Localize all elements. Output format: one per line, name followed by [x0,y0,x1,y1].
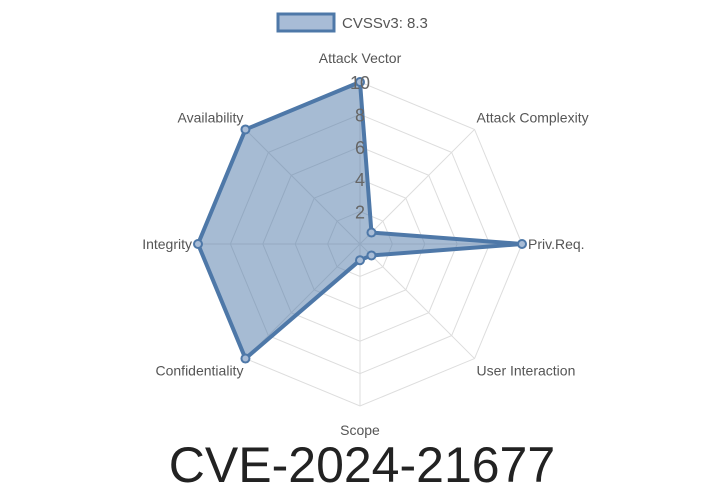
tick-label: 4 [355,170,365,190]
tick-label: 10 [350,73,370,93]
data-point [240,353,251,364]
data-point [240,124,251,135]
axis-label: Scope [340,422,380,438]
data-point [366,227,377,238]
data-point [355,77,365,87]
data-point [366,250,377,261]
axis-label: Integrity [142,236,192,252]
axis-label: Availability [178,109,244,125]
grid-spoke [359,129,475,245]
legend-swatch [276,12,336,33]
axis-label: Priv.Req. [528,236,585,252]
tick-label: 2 [355,203,365,223]
grid-spoke [359,243,475,359]
axis-label: Confidentiality [156,363,244,379]
axis-label: User Interaction [477,363,576,379]
tick-label: 8 [355,105,365,125]
legend-label: CVSSv3: 8.3 [342,15,428,32]
tick-label: 6 [355,138,365,158]
data-point [355,255,365,266]
axis-label: Attack Complexity [477,109,589,125]
data-point [517,239,527,249]
data-point [193,239,203,249]
axis-label: Attack Vector [319,50,402,66]
chart-title: CVE-2024-21677 [169,437,555,493]
